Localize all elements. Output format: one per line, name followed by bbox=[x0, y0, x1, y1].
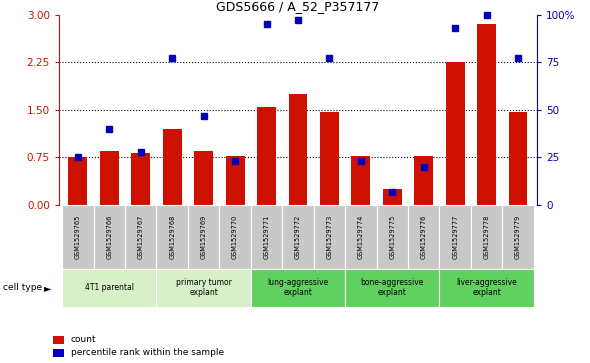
Bar bbox=[225, 155, 244, 205]
Bar bbox=[314, 205, 345, 269]
Bar bbox=[62, 205, 94, 269]
Bar bbox=[471, 205, 502, 269]
Bar bbox=[376, 205, 408, 269]
Text: ►: ► bbox=[44, 283, 52, 293]
Bar bbox=[445, 62, 464, 205]
Title: GDS5666 / A_52_P357177: GDS5666 / A_52_P357177 bbox=[217, 0, 379, 13]
Text: bone-aggressive
explant: bone-aggressive explant bbox=[360, 278, 424, 297]
Bar bbox=[345, 205, 376, 269]
Bar bbox=[194, 151, 213, 205]
Bar bbox=[156, 269, 251, 307]
Text: GSM1529776: GSM1529776 bbox=[421, 215, 427, 259]
Bar bbox=[251, 205, 282, 269]
Text: GSM1529765: GSM1529765 bbox=[75, 215, 81, 259]
Text: GSM1529773: GSM1529773 bbox=[326, 215, 332, 259]
Bar bbox=[352, 156, 371, 205]
Text: GSM1529771: GSM1529771 bbox=[264, 215, 270, 259]
Bar bbox=[408, 205, 440, 269]
Bar bbox=[320, 112, 339, 205]
Text: primary tumor
explant: primary tumor explant bbox=[176, 278, 231, 297]
Bar bbox=[62, 269, 156, 307]
Bar bbox=[477, 24, 496, 205]
Bar bbox=[68, 158, 87, 205]
Text: GSM1529777: GSM1529777 bbox=[452, 215, 458, 259]
Text: lung-aggressive
explant: lung-aggressive explant bbox=[267, 278, 329, 297]
Bar bbox=[125, 205, 156, 269]
Text: liver-aggressive
explant: liver-aggressive explant bbox=[456, 278, 517, 297]
Bar bbox=[502, 205, 534, 269]
Text: GSM1529770: GSM1529770 bbox=[232, 215, 238, 259]
Text: cell type: cell type bbox=[3, 283, 42, 292]
Bar bbox=[414, 155, 433, 205]
Text: GSM1529768: GSM1529768 bbox=[169, 215, 175, 259]
Text: GSM1529779: GSM1529779 bbox=[515, 215, 521, 259]
Text: GSM1529766: GSM1529766 bbox=[106, 215, 112, 259]
Bar bbox=[188, 205, 219, 269]
Text: GSM1529778: GSM1529778 bbox=[484, 215, 490, 259]
Bar bbox=[100, 151, 119, 205]
Bar bbox=[251, 269, 345, 307]
Bar bbox=[383, 189, 402, 205]
Bar bbox=[289, 94, 307, 205]
Bar bbox=[509, 112, 527, 205]
Bar bbox=[156, 205, 188, 269]
Text: GSM1529769: GSM1529769 bbox=[201, 215, 206, 259]
Text: GSM1529774: GSM1529774 bbox=[358, 215, 364, 259]
Text: GSM1529767: GSM1529767 bbox=[137, 215, 144, 259]
Text: GSM1529772: GSM1529772 bbox=[295, 215, 301, 259]
Bar bbox=[219, 205, 251, 269]
Bar bbox=[132, 153, 150, 205]
Bar bbox=[440, 205, 471, 269]
Bar bbox=[163, 129, 182, 205]
Bar bbox=[257, 107, 276, 205]
Text: GSM1529775: GSM1529775 bbox=[389, 215, 395, 259]
Bar bbox=[94, 205, 125, 269]
Bar bbox=[440, 269, 534, 307]
Text: 4T1 parental: 4T1 parental bbox=[85, 283, 134, 292]
Text: percentile rank within the sample: percentile rank within the sample bbox=[71, 348, 224, 356]
Bar bbox=[282, 205, 314, 269]
Text: count: count bbox=[71, 335, 96, 344]
Bar bbox=[345, 269, 440, 307]
